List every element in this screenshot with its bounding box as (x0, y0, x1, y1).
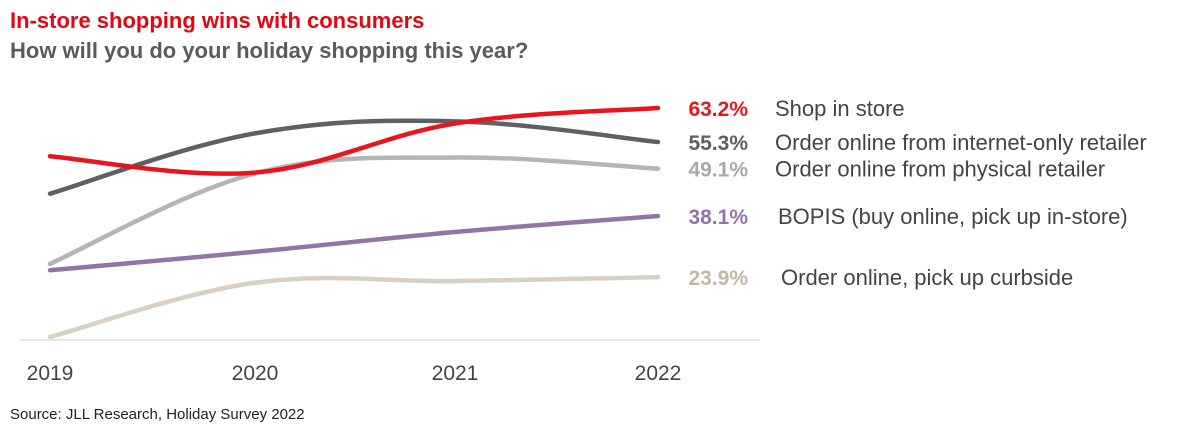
x-tick-label-2019: 2019 (27, 362, 74, 385)
series-name-label-2: Order online from internet-only retailer (775, 130, 1147, 155)
series-end-labels: 63.2% Shop in store 55.3% Order online from… (688, 96, 1146, 290)
series-line-5 (47, 274, 661, 340)
x-tick-label-2020: 2020 (232, 362, 279, 385)
series-value-label-4: 38.1% (688, 206, 748, 229)
series-value-label-5: 23.9% (688, 267, 748, 290)
x-tick-labels: 2019 2020 2021 2022 (27, 362, 682, 385)
chart-title: In-store shopping wins with consumers (10, 8, 425, 33)
series-line-2 (47, 118, 661, 196)
x-tick-label-2021: 2021 (432, 362, 479, 385)
series-name-label-3: Order online from physical retailer (775, 157, 1105, 182)
series-value-label-2: 55.3% (688, 132, 748, 155)
series-line-1 (47, 105, 661, 176)
series-line-4 (47, 213, 661, 273)
series-value-label-3: 49.1% (688, 159, 748, 182)
source-note: Source: JLL Research, Holiday Survey 202… (10, 406, 305, 423)
x-tick-label-2022: 2022 (635, 362, 682, 385)
series-name-label-1: Shop in store (775, 96, 905, 121)
series-line-3 (47, 155, 661, 267)
chart-subtitle: How will you do your holiday shopping th… (10, 38, 529, 63)
series-name-label-5: Order online, pick up curbside (781, 265, 1073, 290)
series-value-label-1: 63.2% (688, 98, 748, 121)
series-layer (47, 105, 661, 340)
series-name-label-4: BOPIS (buy online, pick up in-store) (778, 204, 1128, 229)
